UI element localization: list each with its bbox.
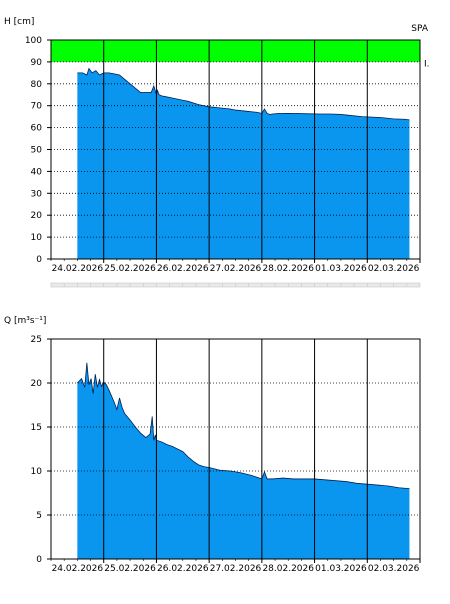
y-tick-label: 20 — [31, 379, 43, 389]
x-tick-label: 02.03.2026 — [368, 264, 420, 274]
x-tick-label: 27.02.2026 — [210, 564, 262, 574]
y-tick-label: 50 — [31, 146, 43, 156]
y-tick-label: 15 — [31, 423, 42, 433]
y-tick-label: 10 — [31, 467, 43, 477]
y-axis-label: Q [m³s⁻¹] — [4, 316, 46, 326]
y-tick-label: 80 — [31, 80, 43, 90]
threshold-band — [51, 40, 420, 62]
y-tick-label: 60 — [31, 124, 43, 134]
series-area-0 — [77, 68, 410, 259]
x-tick-label: 25.02.2026 — [104, 564, 156, 574]
x-tick-label: 28.02.2026 — [262, 264, 314, 274]
y-tick-label: 0 — [36, 555, 42, 565]
plot-border-0 — [50, 39, 421, 260]
y-tick-label: 0 — [36, 255, 42, 265]
x-tick-label: 26.02.2026 — [157, 264, 209, 274]
x-tick-label: 02.03.2026 — [368, 564, 420, 574]
x-tick-label: 01.03.2026 — [315, 264, 367, 274]
y-tick-label: 70 — [31, 102, 43, 112]
x-tick-label: 25.02.2026 — [104, 264, 156, 274]
y-tick-label: 5 — [36, 511, 42, 521]
corner-label: SPA — [411, 24, 429, 34]
y-tick-label: 100 — [25, 36, 42, 46]
series-area-1 — [77, 362, 410, 559]
y-tick-label: 90 — [31, 58, 43, 68]
y-tick-label: 30 — [31, 189, 43, 199]
x-tick-label: 24.02.2026 — [52, 564, 104, 574]
y-tick-label: 20 — [31, 211, 43, 221]
x-tick-label: 26.02.2026 — [157, 564, 209, 574]
y-tick-label: 10 — [31, 233, 43, 243]
x-tick-label: 01.03.2026 — [315, 564, 367, 574]
y-tick-label: 40 — [31, 167, 43, 177]
x-tick-label: 28.02.2026 — [262, 564, 314, 574]
x-tick-label: 27.02.2026 — [210, 264, 262, 274]
plot-border-1 — [50, 338, 421, 560]
series-line-0 — [77, 67, 410, 121]
band-label: I. — [424, 59, 430, 69]
y-tick-label: 25 — [31, 335, 42, 345]
x-tick-label: 24.02.2026 — [52, 264, 104, 274]
y-axis-label: H [cm] — [4, 17, 34, 27]
series-line-1 — [77, 362, 410, 489]
